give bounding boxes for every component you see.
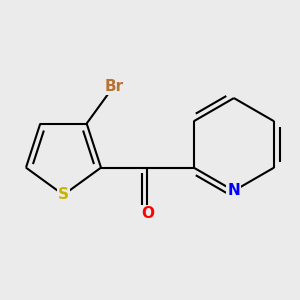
Text: N: N xyxy=(227,183,240,198)
Text: S: S xyxy=(58,188,69,202)
Text: O: O xyxy=(141,206,154,221)
Text: Br: Br xyxy=(104,79,124,94)
